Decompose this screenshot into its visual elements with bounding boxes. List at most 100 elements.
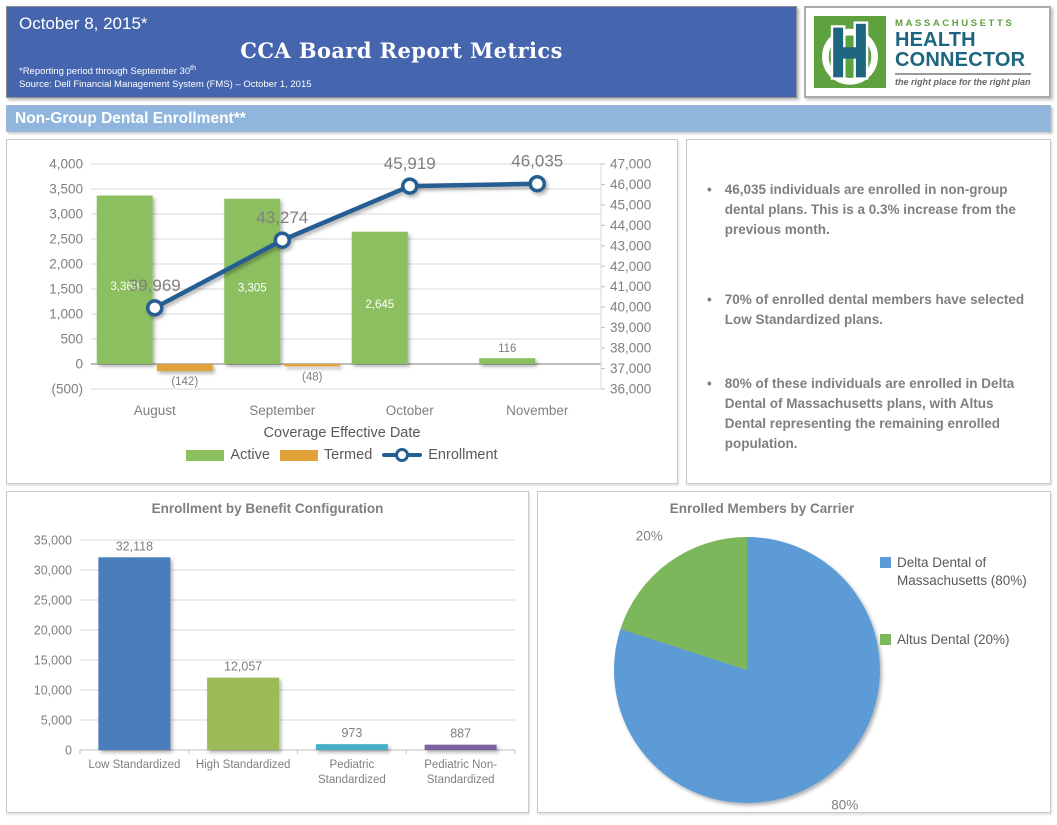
summary-bullets-panel: 46,035 individuals are enrolled in non-g… [686,139,1051,484]
right-axis-tick-label: 42,000 [610,259,651,274]
right-axis-tick-label: 43,000 [610,238,651,253]
bullet-icon [707,290,712,330]
benefit-chart-panel: Enrollment by Benefit Configuration 35,0… [6,491,529,813]
active-bar-label: 3,369 [110,281,139,293]
left-axis-tick-label: 1,000 [49,307,83,322]
bullet-icon [707,180,712,240]
enrollment-line [152,181,540,311]
bar-value-label: 973 [341,726,362,740]
category-label: Standardized [427,774,495,786]
right-axis-tick-label: 40,000 [610,300,651,315]
enrollment-marker [528,174,546,193]
logo-wordmark: MASSACHUSETTS HEALTH CONNECTOR the right… [895,18,1031,87]
category-label: Standardized [318,774,386,786]
bullet-item: 80% of these individuals are enrolled in… [707,374,1028,454]
enrollment-legend-swatch-icon [382,447,423,462]
benefit-bar [424,744,497,750]
right-axis-tick-label: 44,000 [610,218,651,233]
y-axis-tick-label: 10,000 [34,684,72,698]
pie-slice [620,537,747,670]
benefit-bar-chart: 35,000 30,000 25,000 20,000 15,000 10,000 5,00… [34,534,516,786]
legend-item-delta-dental: Delta Dental of Massachusetts (80%) [880,554,1040,589]
logo-connector: CONNECTOR [895,48,1026,71]
bar-series [98,557,497,750]
enrollment-line-series [146,174,546,317]
health-connector-logo: MASSACHUSETTS HEALTH CONNECTOR the right… [804,6,1051,98]
x-axis-title: Coverage Effective Date [263,425,421,441]
footnote-source: Source: Dell Financial Management System… [19,79,312,91]
legend-item-altus-dental: Altus Dental (20%) [880,631,1040,649]
legend-label-active: Active [230,447,270,463]
page-title: CCA Board Report Metrics [240,38,563,63]
enrollment-point-label: 43,274 [256,208,308,227]
left-axis-tick-label: 500 [60,332,83,347]
category-label: August [134,403,176,418]
active-bar-label: 116 [498,343,516,355]
enrollment-point-label: 46,035 [511,152,563,171]
enrollment-marker [146,299,164,317]
active-bar [224,198,281,364]
legend-label-altus-dental: Altus Dental (20%) [897,632,1010,648]
category-label: October [386,403,435,418]
pie-slice [613,537,880,803]
report-footnotes: *Reporting period through September 30th… [19,64,312,92]
report-date: October 8, 2015* [19,14,148,33]
category-label: High Standardized [196,759,291,771]
legend-label-enrollment: Enrollment [428,447,498,463]
report-header-row: October 8, 2015* CCA Board Report Metric… [6,6,1051,98]
right-axis-tick-label: 36,000 [610,382,651,397]
carrier-pie-chart: 80% 20% [613,529,880,812]
termed-bar-label: (48) [302,371,323,383]
bar-value-label: 32,118 [116,539,153,553]
left-axis-tick-label: 2,000 [49,257,83,272]
left-axis-tick-label: (500) [51,382,83,397]
category-label: Pediatric [330,759,375,771]
left-axis-tick-label: 0 [75,357,83,372]
enrollment-point-label: 39,969 [129,276,181,295]
legend-label-termed: Termed [323,447,373,463]
bullet-item: 70% of enrolled dental members have sele… [707,290,1028,330]
right-axis-tick-label: 39,000 [610,320,651,335]
category-label: Low Standardized [88,759,180,771]
logo-massachusetts: MASSACHUSETTS [895,17,1015,29]
y-axis-tick-label: 25,000 [34,594,72,608]
footnote-reporting-period: *Reporting period through September 30th [19,65,196,78]
left-axis-tick-label: 4,000 [49,157,83,172]
right-axis-tick-label: 45,000 [610,197,651,212]
left-axis-tick-label: 3,500 [49,182,83,197]
section-title-bar: Non-Group Dental Enrollment** [6,105,1051,132]
carrier-chart-panel: Enrolled Members by Carrier 80% 20% Delta… [537,491,1051,813]
legend-item-enrollment: Enrollment [382,447,498,463]
enrollment-marker [273,231,291,249]
left-axis-tick-label: 3,000 [49,207,83,222]
plot-area: 4,000 3,500 3,000 2,500 2,000 1,500 1,000 500 0 (… [49,157,651,397]
legend-label-delta-dental: Delta Dental of Massachusetts (80%) [897,555,1027,588]
right-axis-tick-label: 37,000 [610,361,651,376]
y-axis-tick-label: 30,000 [34,564,72,578]
category-label: November [506,403,569,418]
enrollment-combo-chart: 4,000 3,500 3,000 2,500 2,000 1,500 1,000 500 0 (… [49,152,651,418]
benefit-bar [98,557,171,750]
delta-dental-legend-swatch-icon [880,557,891,568]
section-title: Non-Group Dental Enrollment** [15,110,246,127]
right-axis-tick-label: 41,000 [610,279,651,294]
enrollment-chart-panel: 4,000 3,500 3,000 2,500 2,000 1,500 1,000 500 0 (… [6,139,678,484]
enrollment-marker [401,177,419,195]
pie-percent-label: 20% [636,529,663,544]
benefit-bar [207,677,280,750]
y-axis-tick-label: 20,000 [34,624,72,638]
termed-bar-label: (142) [171,376,198,388]
bar-value-label: 887 [450,727,471,741]
right-axis-tick-label: 46,000 [610,177,651,192]
active-legend-swatch-icon [186,449,225,461]
category-label: September [249,403,316,418]
right-axis-tick-label: 47,000 [610,157,651,172]
top-row: 4,000 3,500 3,000 2,500 2,000 1,500 1,000 500 0 (… [6,139,1051,484]
active-bar [479,358,536,364]
right-axis-tick-label: 38,000 [610,341,651,356]
y-axis-tick-label: 5,000 [41,714,72,728]
category-label: Pediatric Non- [424,759,497,771]
carrier-chart-title: Enrolled Members by Carrier [669,501,855,516]
termed-bar [284,364,341,367]
